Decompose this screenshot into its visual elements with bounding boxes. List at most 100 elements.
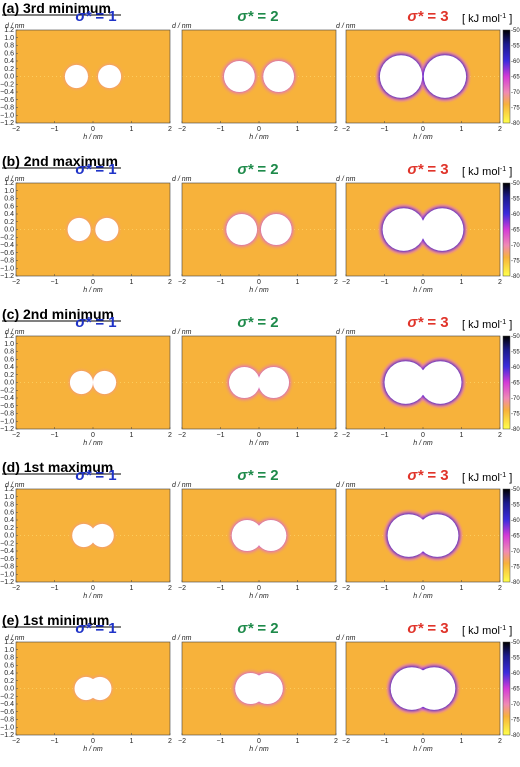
unit-close: ] bbox=[506, 625, 512, 637]
particle-left bbox=[67, 217, 91, 242]
y-tick-label: 0.0 bbox=[4, 227, 14, 234]
y-axis-label: d / nm bbox=[336, 176, 356, 183]
heatmap-panel: −2 −1 0 1 2h / nm1.21.00.80.60.40.20.0−0.2−0… bbox=[0, 486, 172, 600]
sigma-equals: = 2 bbox=[253, 467, 278, 484]
x-tick-label: −2 bbox=[342, 585, 350, 592]
colorbar-tick-label: -65 bbox=[511, 228, 520, 234]
x-axis-label: h / nm bbox=[249, 440, 269, 447]
x-axis-label: h / nm bbox=[413, 746, 433, 753]
x-tick-label: 1 bbox=[296, 126, 300, 133]
x-tick-label: 0 bbox=[257, 738, 261, 745]
sigma-symbol: σ* bbox=[237, 314, 254, 331]
colorbar-tick-label: -60 bbox=[511, 671, 520, 677]
y-tick-label: 0.8 bbox=[4, 196, 14, 203]
sigma-equals: = 3 bbox=[423, 620, 448, 637]
y-tick-label: 1.2 bbox=[4, 180, 14, 187]
y-axis-label: d / nm bbox=[336, 329, 356, 336]
x-tick-label: 1 bbox=[460, 279, 464, 286]
heatmap-panel: −2 −1 0 1 2 h / nm bbox=[178, 29, 338, 141]
x-tick-label: −1 bbox=[217, 432, 225, 439]
sigma-equals: = 2 bbox=[253, 161, 278, 178]
y-tick-label: −0.6 bbox=[0, 250, 14, 257]
sigma-label: σ* = 1 bbox=[75, 314, 116, 331]
y-tick-label: 0.0 bbox=[4, 74, 14, 81]
x-tick-label: 1 bbox=[130, 432, 134, 439]
heatmap-panel: −2 −1 0 1 2 h / nm bbox=[178, 335, 338, 447]
x-tick-label: 2 bbox=[168, 585, 172, 592]
y-tick-label: 0.2 bbox=[4, 525, 14, 532]
x-tick-label: 2 bbox=[334, 126, 338, 133]
x-axis-label: h / nm bbox=[249, 134, 269, 141]
y-tick-label: 0.4 bbox=[4, 58, 14, 65]
particle-right bbox=[421, 208, 464, 251]
unit-close: ] bbox=[506, 472, 512, 484]
colorbar bbox=[502, 335, 511, 430]
y-tick-label: −1.2 bbox=[0, 273, 14, 280]
sigma-label: σ* = 2 bbox=[237, 161, 278, 178]
x-tick-label: −2 bbox=[12, 279, 20, 286]
y-tick-label: −1.2 bbox=[0, 732, 14, 739]
sigma-equals: = 3 bbox=[423, 161, 448, 178]
sigma-label: σ* = 3 bbox=[407, 8, 448, 25]
unit-close: ] bbox=[506, 166, 512, 178]
y-axis-label: d / nm bbox=[172, 329, 192, 336]
heatmap-panel: −2 −1 0 1 2h / nm1.21.00.80.60.40.20.0−0.2−0… bbox=[0, 180, 172, 294]
y-tick-label: 0.6 bbox=[4, 356, 14, 363]
colorbar bbox=[502, 488, 511, 583]
y-axis-label: d / nm bbox=[336, 23, 356, 30]
colorbar-tick-label: -55 bbox=[511, 350, 520, 356]
y-tick-label: 1.0 bbox=[4, 188, 14, 195]
unit-sup: -1 bbox=[500, 472, 506, 479]
particle-left bbox=[69, 370, 93, 395]
particle-left bbox=[223, 61, 255, 92]
colorbar-tick-label: -60 bbox=[511, 212, 520, 218]
x-tick-label: 2 bbox=[498, 738, 502, 745]
unit-main: [ kJ mol bbox=[462, 166, 500, 178]
particle-right bbox=[98, 64, 122, 89]
sigma-label: σ* = 2 bbox=[237, 620, 278, 637]
colorbar-tick-label: -80 bbox=[511, 733, 520, 739]
x-tick-label: 1 bbox=[296, 585, 300, 592]
heatmap-panel: −2 −1 0 1 2 h / nm bbox=[342, 182, 502, 294]
colorbar-tick-label: -75 bbox=[511, 718, 520, 724]
x-axis-label: h / nm bbox=[83, 593, 103, 600]
x-tick-label: 0 bbox=[257, 279, 261, 286]
y-axis-label: d / nm bbox=[5, 482, 25, 489]
heatmap-panel: −2 −1 0 1 2h / nm1.21.00.80.60.40.20.0−0.2−0… bbox=[0, 639, 172, 753]
x-tick-label: −2 bbox=[12, 126, 20, 133]
y-tick-label: −0.8 bbox=[0, 105, 14, 112]
colorbar-tick-label: -55 bbox=[511, 197, 520, 203]
y-tick-label: 0.6 bbox=[4, 203, 14, 210]
x-tick-label: −2 bbox=[12, 585, 20, 592]
particle-left bbox=[231, 520, 263, 551]
x-tick-label: 2 bbox=[498, 432, 502, 439]
particle-left bbox=[228, 367, 260, 398]
x-tick-label: −1 bbox=[217, 279, 225, 286]
y-axis-label: d / nm bbox=[172, 635, 192, 642]
x-tick-label: 0 bbox=[257, 585, 261, 592]
colorbar-tick-label: -55 bbox=[511, 44, 520, 50]
x-tick-label: 2 bbox=[498, 585, 502, 592]
colorbar-tick-label: -80 bbox=[511, 121, 520, 127]
y-tick-label: 1.0 bbox=[4, 647, 14, 654]
sigma-equals: = 3 bbox=[423, 467, 448, 484]
y-tick-label: 1.0 bbox=[4, 341, 14, 348]
sigma-symbol: σ* bbox=[75, 314, 92, 331]
sigma-equals: = 2 bbox=[253, 8, 278, 25]
sigma-label: σ* = 2 bbox=[237, 8, 278, 25]
x-axis-label: h / nm bbox=[249, 593, 269, 600]
x-tick-label: 0 bbox=[91, 279, 95, 286]
unit-main: [ kJ mol bbox=[462, 625, 500, 637]
sigma-equals: = 2 bbox=[253, 620, 278, 637]
row-title: (d) 1st maximum bbox=[2, 459, 113, 475]
sigma-symbol: σ* bbox=[407, 161, 424, 178]
y-tick-label: −1.2 bbox=[0, 426, 14, 433]
x-axis-label: h / nm bbox=[413, 134, 433, 141]
y-tick-label: 1.2 bbox=[4, 333, 14, 340]
unit-sup: -1 bbox=[500, 166, 506, 173]
x-axis-label: h / nm bbox=[249, 287, 269, 294]
x-axis-label: h / nm bbox=[413, 287, 433, 294]
sigma-symbol: σ* bbox=[237, 8, 254, 25]
colorbar-unit-label: [ kJ mol-1 ] bbox=[462, 319, 512, 331]
